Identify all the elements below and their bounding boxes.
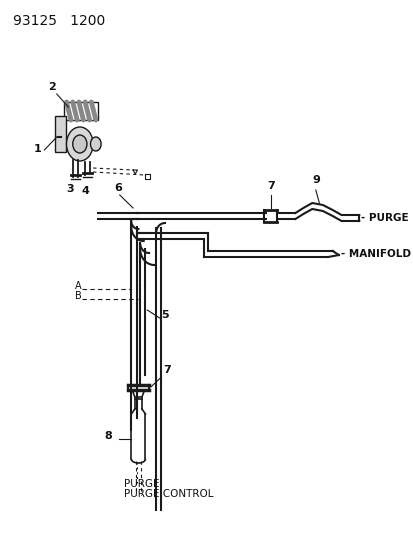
Ellipse shape <box>66 127 93 161</box>
Text: 6: 6 <box>114 183 122 193</box>
Text: 3: 3 <box>66 184 74 194</box>
Ellipse shape <box>73 135 87 153</box>
Text: 8: 8 <box>104 431 112 441</box>
Text: PURGE: PURGE <box>124 479 159 489</box>
Text: 1: 1 <box>33 144 41 154</box>
Text: 2: 2 <box>48 82 55 92</box>
Bar <box>55 116 66 152</box>
Ellipse shape <box>90 137 101 151</box>
Text: A: A <box>75 281 81 291</box>
Text: 93125   1200: 93125 1200 <box>13 14 105 28</box>
Bar <box>64 102 97 120</box>
Text: 5: 5 <box>161 310 169 320</box>
Text: B: B <box>75 291 81 301</box>
Text: - MANIFOLD: - MANIFOLD <box>340 249 410 259</box>
Text: 9: 9 <box>311 175 319 185</box>
Text: PURGE CONTROL: PURGE CONTROL <box>124 489 213 499</box>
Text: 7: 7 <box>163 365 171 375</box>
Text: 7: 7 <box>266 181 274 191</box>
Text: 4: 4 <box>81 186 89 196</box>
Text: - PURGE: - PURGE <box>360 213 408 223</box>
